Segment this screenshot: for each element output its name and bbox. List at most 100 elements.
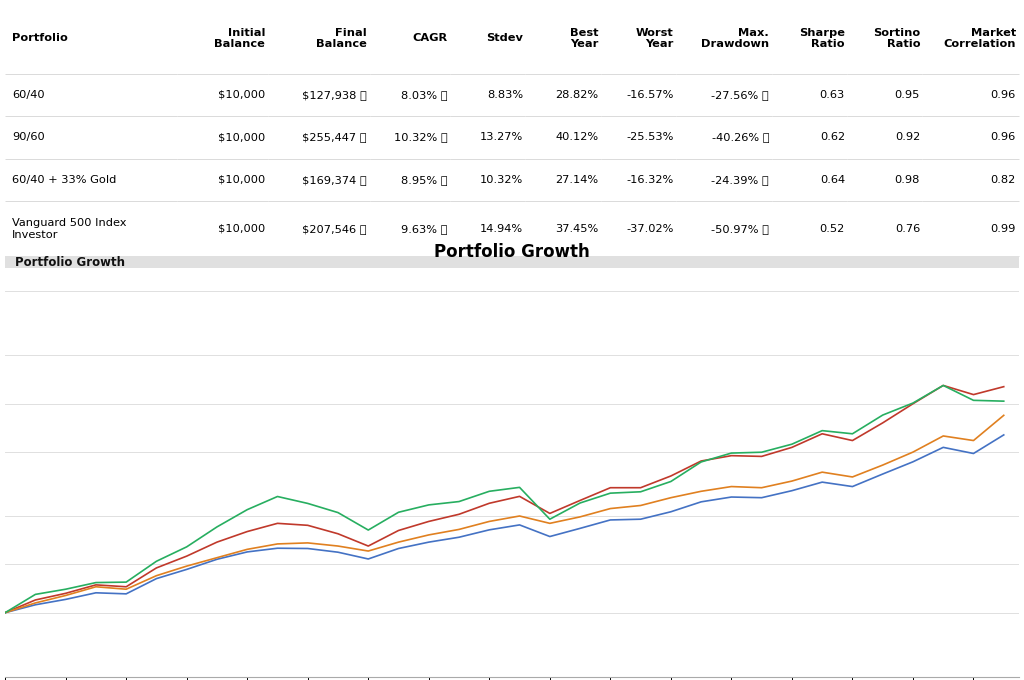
Vanguard 500 Index Investor [332, 509, 344, 517]
90/60 [725, 452, 737, 460]
90/60 [785, 443, 798, 452]
60/40 [907, 458, 920, 466]
90/60 [877, 419, 889, 427]
Vanguard 500 Index Investor [968, 396, 980, 405]
Vanguard 500 Index Investor [635, 488, 647, 496]
60/40 + 33% Gold [241, 545, 253, 554]
60/40 [90, 589, 102, 597]
Title: Portfolio Growth: Portfolio Growth [434, 243, 590, 261]
60/40 + 33% Gold [968, 437, 980, 445]
60/40 [877, 470, 889, 478]
60/40 + 33% Gold [725, 483, 737, 491]
60/40 + 33% Gold [302, 539, 314, 547]
Vanguard 500 Index Investor [423, 500, 435, 509]
90/60 [362, 542, 375, 550]
60/40 [392, 545, 404, 553]
60/40 [59, 595, 72, 603]
Vanguard 500 Index Investor [907, 399, 920, 407]
Text: Portfolio Growth: Portfolio Growth [15, 256, 125, 269]
Vanguard 500 Index Investor [785, 440, 798, 448]
Vanguard 500 Index Investor [997, 397, 1010, 405]
90/60 [695, 457, 708, 465]
Vanguard 500 Index Investor [241, 506, 253, 514]
Line: 60/40: 60/40 [5, 435, 1004, 613]
Vanguard 500 Index Investor [271, 492, 284, 500]
Vanguard 500 Index Investor [483, 487, 496, 495]
60/40 + 33% Gold [453, 526, 465, 534]
90/60 [180, 552, 193, 560]
Vanguard 500 Index Investor [756, 448, 768, 456]
90/60 [513, 492, 525, 500]
Vanguard 500 Index Investor [695, 458, 708, 466]
Vanguard 500 Index Investor [513, 483, 525, 492]
60/40 + 33% Gold [151, 572, 163, 580]
60/40 [483, 526, 496, 534]
60/40 + 33% Gold [665, 494, 677, 502]
Vanguard 500 Index Investor [180, 543, 193, 551]
60/40 + 33% Gold [90, 583, 102, 591]
60/40 + 33% Gold [30, 599, 42, 607]
60/40 [725, 493, 737, 501]
90/60 [937, 381, 949, 390]
Vanguard 500 Index Investor [151, 557, 163, 565]
60/40 [332, 548, 344, 556]
Vanguard 500 Index Investor [0, 609, 11, 617]
60/40 [846, 483, 858, 491]
60/40 [937, 443, 949, 452]
Vanguard 500 Index Investor [877, 411, 889, 419]
90/60 [907, 400, 920, 408]
60/40 [30, 600, 42, 609]
60/40 + 33% Gold [392, 538, 404, 546]
60/40 + 33% Gold [59, 592, 72, 600]
Vanguard 500 Index Investor [816, 426, 828, 435]
60/40 [816, 478, 828, 486]
60/40 [241, 548, 253, 556]
90/60 [756, 452, 768, 460]
60/40 [120, 590, 132, 598]
Vanguard 500 Index Investor [302, 499, 314, 507]
90/60 [90, 581, 102, 589]
Vanguard 500 Index Investor [937, 381, 949, 390]
90/60 [423, 517, 435, 526]
90/60 [846, 437, 858, 445]
60/40 [968, 449, 980, 458]
90/60 [544, 509, 556, 517]
90/60 [997, 383, 1010, 391]
Vanguard 500 Index Investor [392, 508, 404, 516]
60/40 [695, 498, 708, 506]
Vanguard 500 Index Investor [665, 477, 677, 486]
60/40 [513, 521, 525, 529]
60/40 [180, 565, 193, 573]
90/60 [665, 472, 677, 480]
Line: 90/60: 90/60 [5, 386, 1004, 613]
60/40 + 33% Gold [604, 505, 616, 513]
60/40 + 33% Gold [544, 520, 556, 528]
60/40 + 33% Gold [483, 517, 496, 526]
Vanguard 500 Index Investor [362, 526, 375, 534]
60/40 [423, 538, 435, 546]
90/60 [604, 483, 616, 492]
Vanguard 500 Index Investor [725, 449, 737, 457]
60/40 [573, 524, 586, 532]
90/60 [211, 538, 223, 546]
90/60 [302, 522, 314, 530]
Vanguard 500 Index Investor [90, 579, 102, 587]
60/40 [544, 532, 556, 541]
90/60 [151, 564, 163, 572]
90/60 [968, 390, 980, 398]
90/60 [483, 499, 496, 507]
60/40 [0, 609, 11, 617]
60/40 + 33% Gold [513, 512, 525, 520]
60/40 [271, 544, 284, 552]
Vanguard 500 Index Investor [453, 498, 465, 506]
60/40 + 33% Gold [695, 487, 708, 495]
60/40 + 33% Gold [120, 585, 132, 594]
60/40 [785, 487, 798, 495]
90/60 [30, 596, 42, 604]
60/40 [211, 555, 223, 563]
90/60 [241, 528, 253, 536]
60/40 [604, 516, 616, 524]
Line: Vanguard 500 Index Investor: Vanguard 500 Index Investor [5, 386, 1004, 613]
60/40 + 33% Gold [785, 477, 798, 485]
60/40 + 33% Gold [846, 473, 858, 481]
